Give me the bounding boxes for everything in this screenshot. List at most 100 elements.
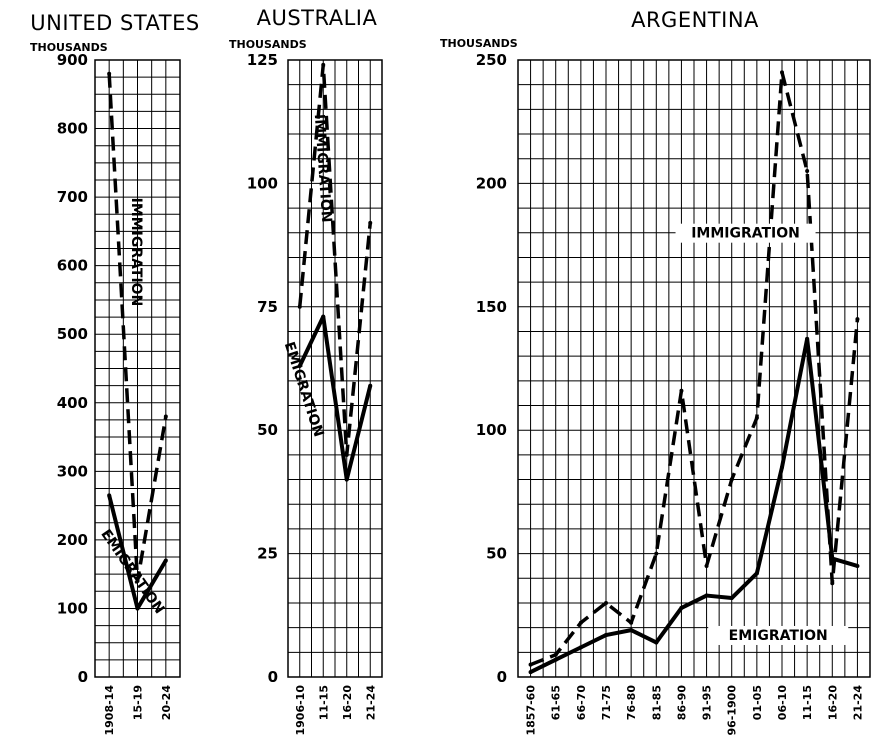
data-point <box>107 71 112 76</box>
y-tick-label: 50 <box>257 421 278 439</box>
series-label: EMIGRATION <box>729 628 828 644</box>
data-point <box>553 652 558 657</box>
data-point <box>528 670 533 675</box>
chart-panel-0: UNITED STATES THOUSANDS 0 100 200 300 400 500 60… <box>30 11 199 736</box>
y-axis-units: THOUSANDS <box>229 38 307 51</box>
y-tick-label: 700 <box>57 188 88 206</box>
series-label: IMMIGRATION <box>311 114 335 224</box>
series-label: IMMIGRATION <box>691 226 800 242</box>
y-tick-label: 300 <box>57 462 88 480</box>
y-tick-label: 400 <box>57 394 88 412</box>
x-tick-label: 81-85 <box>650 685 663 720</box>
x-tick-label: 16-20 <box>341 685 354 721</box>
data-point <box>528 662 533 667</box>
data-point <box>344 477 349 482</box>
y-tick-label: 200 <box>57 531 88 549</box>
data-point <box>368 383 373 388</box>
x-tick-label: 16-20 <box>826 685 839 721</box>
data-point <box>135 606 140 611</box>
x-tick-label: 71-75 <box>600 685 613 720</box>
data-point <box>578 645 583 650</box>
data-point <box>754 571 759 576</box>
x-tick-label: 1906-10 <box>294 685 307 736</box>
x-tick-label: 96-1900 <box>726 685 739 736</box>
emigration-line <box>297 314 373 482</box>
chart-panel-1: AUSTRALIA THOUSANDS 0 25 50 75 100 125 1906-10 11… <box>229 6 383 736</box>
series-label-background <box>708 625 849 645</box>
y-tick-label: 125 <box>247 51 278 69</box>
x-tick-label: 11-15 <box>317 685 330 720</box>
data-point <box>754 415 759 420</box>
data-point <box>780 465 784 470</box>
plot-frame <box>517 59 871 678</box>
data-point <box>704 563 709 568</box>
y-tick-label: 900 <box>57 51 88 69</box>
immigration-line <box>529 70 860 667</box>
grid <box>517 59 871 678</box>
data-point <box>107 493 112 498</box>
data-point <box>629 628 634 633</box>
panel-title: ARGENTINA <box>631 8 759 32</box>
x-tick-label: 91-95 <box>701 685 714 720</box>
x-tick-label: 15-19 <box>132 685 145 720</box>
series-label: IMMIGRATION <box>128 198 144 307</box>
data-point <box>805 169 810 174</box>
series-label-background <box>675 223 816 243</box>
data-point <box>830 581 835 586</box>
y-tick-label: 0 <box>268 668 278 686</box>
data-point <box>604 633 608 638</box>
data-point <box>830 556 835 561</box>
plot-frame <box>287 59 383 678</box>
data-point <box>679 605 684 610</box>
panel-title: AUSTRALIA <box>257 6 378 30</box>
data-point <box>679 388 684 393</box>
data-point <box>297 364 302 369</box>
y-tick-label: 500 <box>57 325 88 343</box>
y-tick-label: 600 <box>57 257 88 275</box>
y-tick-label: 150 <box>476 298 507 316</box>
panel-title: UNITED STATES <box>30 11 199 35</box>
x-tick-label: 21-24 <box>364 685 377 721</box>
data-point <box>163 558 168 563</box>
data-point <box>629 620 634 625</box>
x-tick-label: 21-24 <box>851 685 864 721</box>
y-tick-label: 200 <box>476 174 507 192</box>
y-axis-units: THOUSANDS <box>30 41 108 54</box>
grid <box>94 59 181 678</box>
data-point <box>135 579 140 584</box>
data-point <box>368 220 373 225</box>
data-point <box>780 70 784 75</box>
data-point <box>321 314 326 319</box>
data-point <box>321 62 326 67</box>
data-point <box>604 600 608 605</box>
data-point <box>553 657 558 662</box>
y-tick-label: 100 <box>57 599 88 617</box>
data-point <box>297 304 302 309</box>
y-tick-label: 800 <box>57 120 88 138</box>
x-tick-label: 76-80 <box>625 685 638 721</box>
x-tick-label: 11-15 <box>801 685 814 720</box>
y-tick-label: 100 <box>476 421 507 439</box>
x-tick-label: 66-70 <box>575 685 588 721</box>
y-tick-label: 50 <box>486 545 507 563</box>
y-tick-label: 75 <box>257 298 278 316</box>
x-tick-label: 1908-14 <box>103 685 116 736</box>
data-point <box>654 551 659 556</box>
data-point <box>578 620 583 625</box>
y-tick-label: 100 <box>247 174 278 192</box>
x-tick-label: 01-05 <box>751 685 764 720</box>
data-point <box>704 593 709 598</box>
y-tick-label: 0 <box>78 668 88 686</box>
data-point <box>344 452 349 457</box>
x-tick-label: 1857-60 <box>525 685 538 736</box>
x-tick-label: 61-65 <box>550 685 563 720</box>
data-point <box>729 477 734 482</box>
chart-panel-2: ARGENTINA THOUSANDS 0 50 100 150 200 250 1857-60… <box>440 8 871 736</box>
emigration-line <box>529 336 858 674</box>
y-axis-units: THOUSANDS <box>440 37 518 50</box>
x-tick-label: 06-10 <box>776 685 789 721</box>
x-tick-label: 86-90 <box>675 685 688 721</box>
plot-frame <box>94 59 181 678</box>
data-point <box>805 336 810 341</box>
